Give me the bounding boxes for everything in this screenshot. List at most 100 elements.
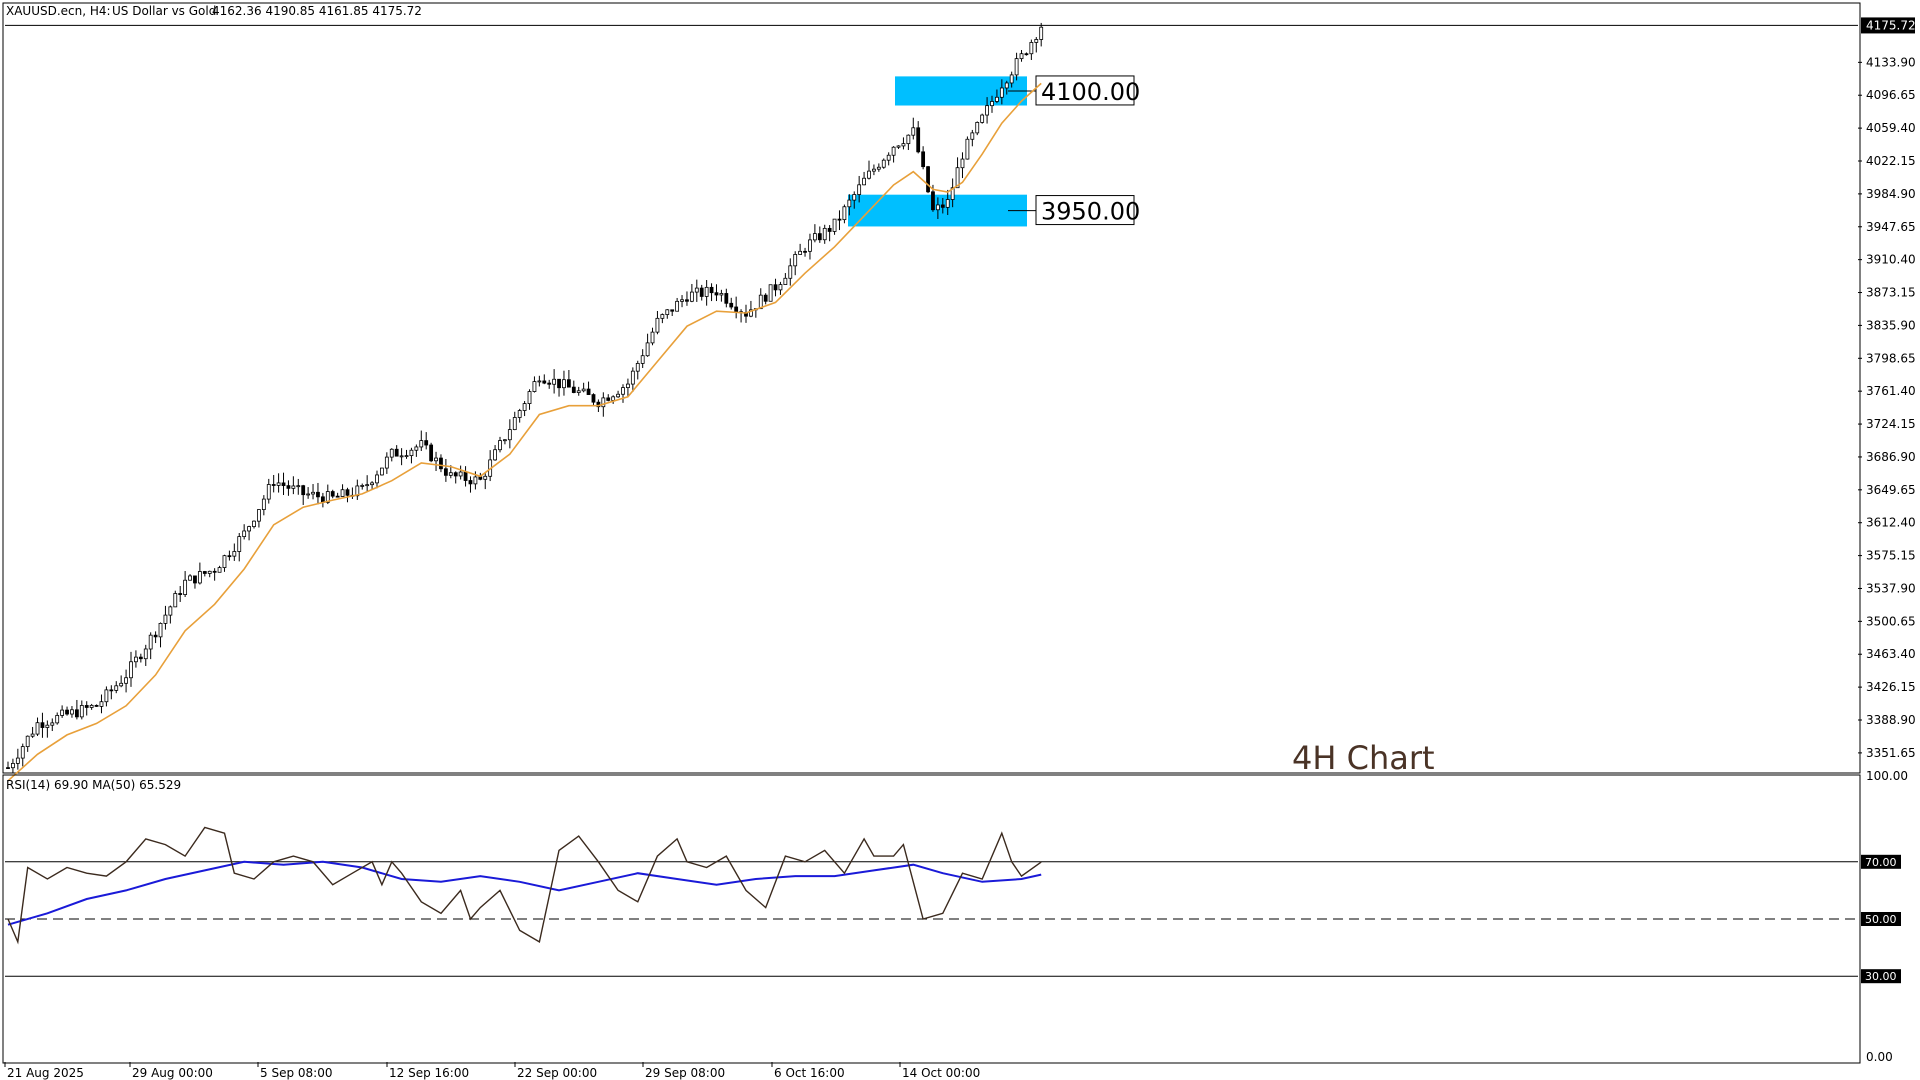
candle-up <box>655 317 660 333</box>
candle-down <box>916 127 921 153</box>
candle-down <box>463 471 468 481</box>
candle-down <box>724 293 729 304</box>
candle-up <box>104 689 109 703</box>
candle-down <box>670 309 675 312</box>
candle-down <box>301 485 306 496</box>
candle-down <box>178 593 183 595</box>
candle-up <box>517 410 522 418</box>
candle-up <box>532 381 537 392</box>
candle-up <box>370 482 374 486</box>
candle-down <box>271 484 276 486</box>
candle-up <box>507 429 512 441</box>
candle-up <box>965 138 970 160</box>
current-price-marker: 4175.72 <box>5 17 1916 34</box>
zone-label-box <box>1035 75 1135 106</box>
candle-up <box>296 485 301 488</box>
candle-up <box>60 709 65 716</box>
candle-up <box>778 284 783 291</box>
candle-down <box>335 495 340 498</box>
candle-up <box>188 575 192 581</box>
candle-up <box>158 622 163 638</box>
candle-up <box>409 449 414 457</box>
candle-up <box>985 105 989 116</box>
candle-up <box>1019 53 1024 60</box>
candle-up <box>11 762 15 769</box>
candle-up <box>1034 39 1039 43</box>
price-y-tick-label: 3724.15 <box>1866 417 1916 431</box>
rsi-y-tick-label: 100.00 <box>1866 769 1908 783</box>
candle-up <box>458 471 463 477</box>
candle-up <box>365 484 370 487</box>
candle-up <box>119 682 124 687</box>
time-tick-label: 6 Oct 16:00 <box>774 1066 845 1080</box>
rsi-y-tick-label: 0.00 <box>1866 1050 1893 1064</box>
candle-down <box>926 166 930 193</box>
candle-down <box>439 457 443 470</box>
candle-up <box>758 294 763 310</box>
ohlc-label: 4162.36 4190.85 4161.85 4175.72 <box>212 4 422 18</box>
candle-up <box>232 551 237 557</box>
candle-down <box>330 491 335 497</box>
candle-down <box>566 379 571 388</box>
candle-down <box>557 378 561 389</box>
candle-down <box>94 704 99 707</box>
candle-up <box>689 291 694 302</box>
time-tick-label: 12 Sep 16:00 <box>389 1066 469 1080</box>
price-y-tick-label: 3537.90 <box>1866 581 1916 595</box>
candle-up <box>980 114 985 123</box>
price-candles <box>6 22 1044 774</box>
candle-down <box>571 386 576 393</box>
candle-up <box>1029 42 1034 55</box>
candle-up <box>207 570 212 574</box>
candle-up <box>783 277 788 285</box>
candle-down <box>443 468 448 476</box>
price-y-tick-label: 3873.15 <box>1866 286 1916 300</box>
candle-up <box>896 145 901 148</box>
description-label: US Dollar vs Gold <box>112 4 216 18</box>
symbol-label: XAUUSD.ecn, H4: <box>6 4 111 18</box>
candle-up <box>114 685 119 691</box>
candle-down <box>714 292 719 296</box>
candle-down <box>394 448 399 457</box>
rsi-ma-line <box>7 860 1042 926</box>
candle-up <box>222 555 227 568</box>
price-y-tick-label: 4133.90 <box>1866 55 1916 69</box>
time-tick-label: 14 Oct 00:00 <box>902 1066 980 1080</box>
candle-up <box>990 101 994 107</box>
candle-down <box>1024 53 1029 56</box>
candle-down <box>74 709 79 718</box>
candle-up <box>129 661 133 679</box>
candle-down <box>316 491 320 498</box>
candle-down <box>729 302 734 308</box>
candle-up <box>881 159 886 168</box>
candle-up <box>749 309 753 317</box>
price-ma-line <box>7 82 1042 782</box>
candle-up <box>876 166 881 170</box>
candle-down <box>837 218 842 221</box>
candle-up <box>311 491 315 495</box>
candle-down <box>286 485 291 489</box>
candle-up <box>242 530 247 537</box>
candle-up <box>788 265 793 279</box>
price-y-tick-label: 3835.90 <box>1866 318 1916 332</box>
candle-up <box>55 715 60 724</box>
candle-up <box>822 227 827 241</box>
candle-up <box>50 722 55 726</box>
candle-up <box>498 440 502 451</box>
candle-up <box>25 735 30 748</box>
candle-up <box>704 286 709 297</box>
candle-down <box>429 444 434 462</box>
candle-down <box>153 634 158 638</box>
candle-up <box>552 378 557 385</box>
candle-down <box>65 709 69 715</box>
candle-up <box>852 194 857 201</box>
candle-up <box>906 134 911 145</box>
candle-up <box>911 127 916 136</box>
current-price-box <box>1861 17 1915 34</box>
candle-down <box>212 570 217 573</box>
time-tick-label: 29 Aug 00:00 <box>132 1066 213 1080</box>
candle-up <box>970 132 975 140</box>
candle-down <box>468 480 473 485</box>
candle-up <box>995 96 999 102</box>
